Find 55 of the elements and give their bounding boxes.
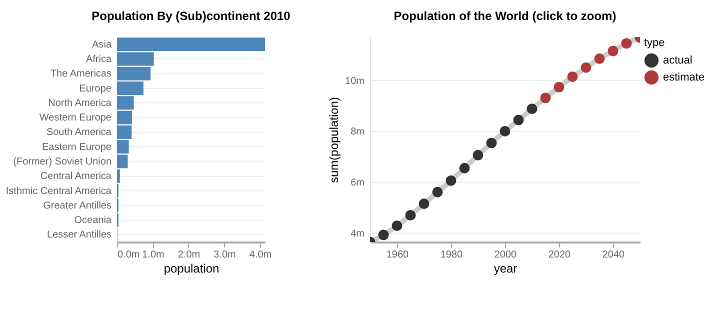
point xyxy=(554,82,564,92)
point xyxy=(405,210,416,220)
y-tick-label: (Former) Soviet Union xyxy=(13,156,112,168)
point xyxy=(621,38,632,49)
y-tick-label: Isthmic Central America xyxy=(6,186,112,197)
point xyxy=(513,114,524,126)
y-tick-label: Greater Antilles xyxy=(43,200,112,212)
y-tick-label: Africa xyxy=(86,54,112,65)
point xyxy=(567,71,578,82)
y-tick-label: 8m xyxy=(350,126,364,138)
y-axis-title: sum(population) xyxy=(327,96,342,184)
x-tick-label: 2000 xyxy=(494,250,518,260)
y-tick-label: Europe xyxy=(79,83,112,94)
chart-title: Population of the World (click to zoom) xyxy=(394,9,616,23)
point xyxy=(432,186,443,198)
y-tick-label: 10m xyxy=(345,76,364,87)
y-tick-label: Central America xyxy=(40,171,112,182)
x-axis-title: population xyxy=(164,262,220,276)
x-tick-label: 4.0m xyxy=(249,250,272,260)
y-tick-label: North America xyxy=(48,98,112,109)
x-tick-label: 2.0m xyxy=(178,250,200,260)
point xyxy=(418,198,430,210)
x-axis-title: year xyxy=(494,262,518,276)
point xyxy=(459,162,470,174)
y-tick-label: 6m xyxy=(350,178,364,189)
point xyxy=(486,138,497,148)
legend-title: type xyxy=(644,37,665,49)
point xyxy=(392,220,402,231)
y-tick-label: South America xyxy=(46,127,112,138)
x-tick-label: 0.0m xyxy=(118,250,140,260)
x-tick-label: 2020 xyxy=(548,250,572,260)
y-tick-label: Asia xyxy=(92,39,112,50)
y-tick-label: Western Europe xyxy=(39,112,112,124)
y-tick-label: 4m xyxy=(350,228,364,240)
point xyxy=(540,92,551,104)
chart-title: Population By (Sub)continent 2010 xyxy=(92,9,291,23)
point xyxy=(378,230,389,240)
point xyxy=(446,175,456,186)
point xyxy=(580,62,592,73)
point xyxy=(608,46,618,56)
legend-label: actual xyxy=(663,54,692,66)
legend-label: estimate xyxy=(663,72,705,84)
y-tick-label: Oceania xyxy=(74,215,112,226)
point xyxy=(500,126,510,136)
x-tick-label: 1980 xyxy=(440,250,464,260)
point xyxy=(594,53,605,64)
x-tick-label: 2040 xyxy=(602,250,626,260)
x-tick-label: 1.0m xyxy=(142,250,164,260)
y-tick-label: Eastern Europe xyxy=(42,142,112,153)
x-tick-label: 1960 xyxy=(386,250,410,260)
x-tick-label: 3.0m xyxy=(214,250,236,260)
point xyxy=(526,104,538,114)
y-tick-label: Lesser Antilles xyxy=(47,230,112,241)
point xyxy=(472,150,484,160)
y-tick-label: The Americas xyxy=(50,68,112,80)
